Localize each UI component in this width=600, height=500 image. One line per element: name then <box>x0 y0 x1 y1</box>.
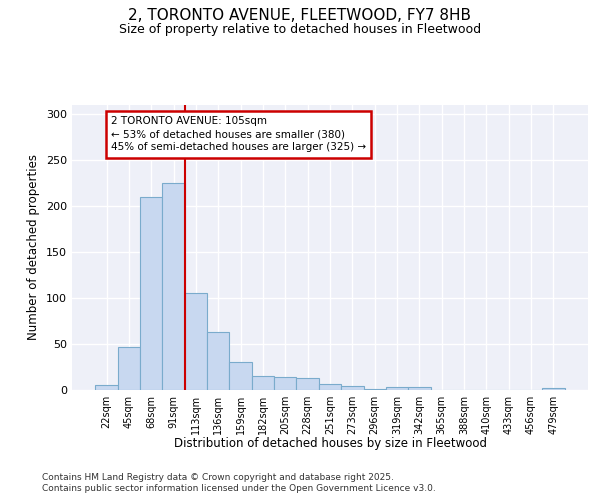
Bar <box>408 387 431 390</box>
Text: Size of property relative to detached houses in Fleetwood: Size of property relative to detached ho… <box>119 22 481 36</box>
Bar <box>364 389 386 390</box>
Bar <box>274 377 296 390</box>
Bar <box>341 386 364 390</box>
Bar <box>118 347 140 390</box>
Y-axis label: Number of detached properties: Number of detached properties <box>28 154 40 340</box>
Text: Contains HM Land Registry data © Crown copyright and database right 2025.: Contains HM Land Registry data © Crown c… <box>42 473 394 482</box>
Text: 2 TORONTO AVENUE: 105sqm
← 53% of detached houses are smaller (380)
45% of semi-: 2 TORONTO AVENUE: 105sqm ← 53% of detach… <box>111 116 366 152</box>
Bar <box>319 384 341 390</box>
X-axis label: Distribution of detached houses by size in Fleetwood: Distribution of detached houses by size … <box>173 437 487 450</box>
Bar <box>229 362 252 390</box>
Bar <box>296 378 319 390</box>
Bar <box>252 376 274 390</box>
Bar <box>140 197 163 390</box>
Bar <box>207 332 229 390</box>
Bar <box>95 386 118 390</box>
Bar <box>185 294 207 390</box>
Bar <box>386 387 408 390</box>
Bar <box>163 183 185 390</box>
Text: 2, TORONTO AVENUE, FLEETWOOD, FY7 8HB: 2, TORONTO AVENUE, FLEETWOOD, FY7 8HB <box>128 8 472 22</box>
Text: Contains public sector information licensed under the Open Government Licence v3: Contains public sector information licen… <box>42 484 436 493</box>
Bar <box>542 388 565 390</box>
